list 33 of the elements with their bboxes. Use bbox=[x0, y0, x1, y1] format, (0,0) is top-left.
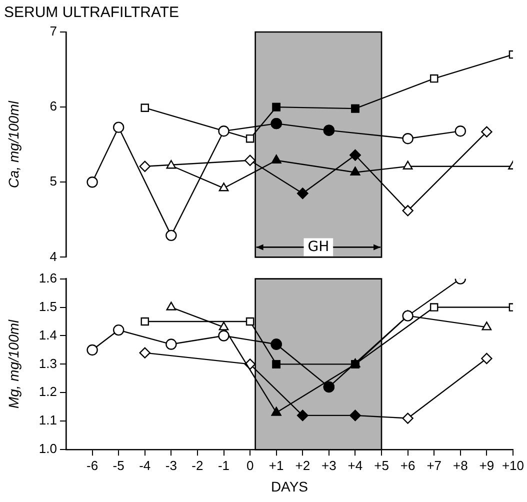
y-tick-label: 6 bbox=[50, 98, 57, 114]
x-tick-label: -3 bbox=[165, 458, 177, 473]
x-tick-label: +1 bbox=[268, 458, 284, 473]
x-tick-label: -2 bbox=[192, 458, 204, 473]
y-tick-label: 4 bbox=[50, 248, 57, 264]
x-tick-label: -6 bbox=[86, 458, 98, 473]
x-tick-label: +9 bbox=[479, 458, 494, 473]
y-tick-label: 1.4 bbox=[38, 327, 57, 342]
x-tick-label: -5 bbox=[112, 458, 124, 473]
x-tick-label: +10 bbox=[502, 458, 524, 473]
band-label: GH bbox=[308, 238, 330, 255]
y-tick-label: 7 bbox=[50, 24, 57, 39]
x-tick-label: +8 bbox=[452, 458, 468, 473]
x-tick-label: 0 bbox=[246, 458, 254, 473]
y-tick-label: 1.1 bbox=[38, 412, 57, 428]
x-tick-label: +3 bbox=[322, 458, 336, 473]
x-tick-label: -4 bbox=[139, 458, 151, 473]
y-tick-label: 1.2 bbox=[38, 384, 57, 400]
y-tick-label: 1.6 bbox=[38, 270, 57, 286]
x-tick-label: -1 bbox=[218, 458, 230, 473]
y-axis-title: Mg, mg/100ml bbox=[5, 318, 22, 409]
x-tick-label: +2 bbox=[295, 458, 310, 473]
y-axis-title: Ca, mg/100ml bbox=[5, 100, 22, 188]
y-tick-label: 1.3 bbox=[38, 356, 57, 371]
x-tick-label: +4 bbox=[348, 458, 363, 473]
y-tick-label: 5 bbox=[50, 174, 57, 189]
y-tick-label: 1.0 bbox=[38, 441, 57, 456]
y-tick-label: 1.5 bbox=[38, 298, 57, 314]
x-tick-label: +7 bbox=[426, 458, 442, 473]
x-tick-label: +6 bbox=[400, 458, 416, 473]
x-tick-label: +5 bbox=[374, 458, 389, 473]
x-axis-title: DAYS bbox=[270, 478, 308, 494]
chart-title: SERUM ULTRAFILTRATE bbox=[4, 4, 180, 22]
